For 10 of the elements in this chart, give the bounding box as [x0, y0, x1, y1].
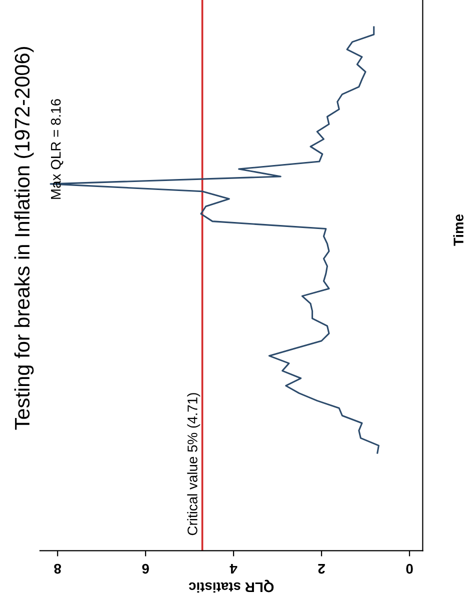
x-tick-label: 4 [230, 564, 238, 574]
x-tick-label: 6 [142, 564, 149, 574]
annotation: Max QLR = 8.16 [50, 99, 64, 199]
ref-line-label: Critical value 5% (4.71) [187, 393, 200, 536]
x-axis-title: QLR statistic [188, 580, 274, 593]
x-tick-label: 8 [54, 564, 62, 574]
x-tick-label: 0 [406, 564, 413, 574]
y-axis-title: Time [453, 214, 464, 246]
text: Testing for breaks in Inflation (1972-2006) [14, 47, 34, 430]
x-tick-label: 2 [318, 564, 325, 574]
